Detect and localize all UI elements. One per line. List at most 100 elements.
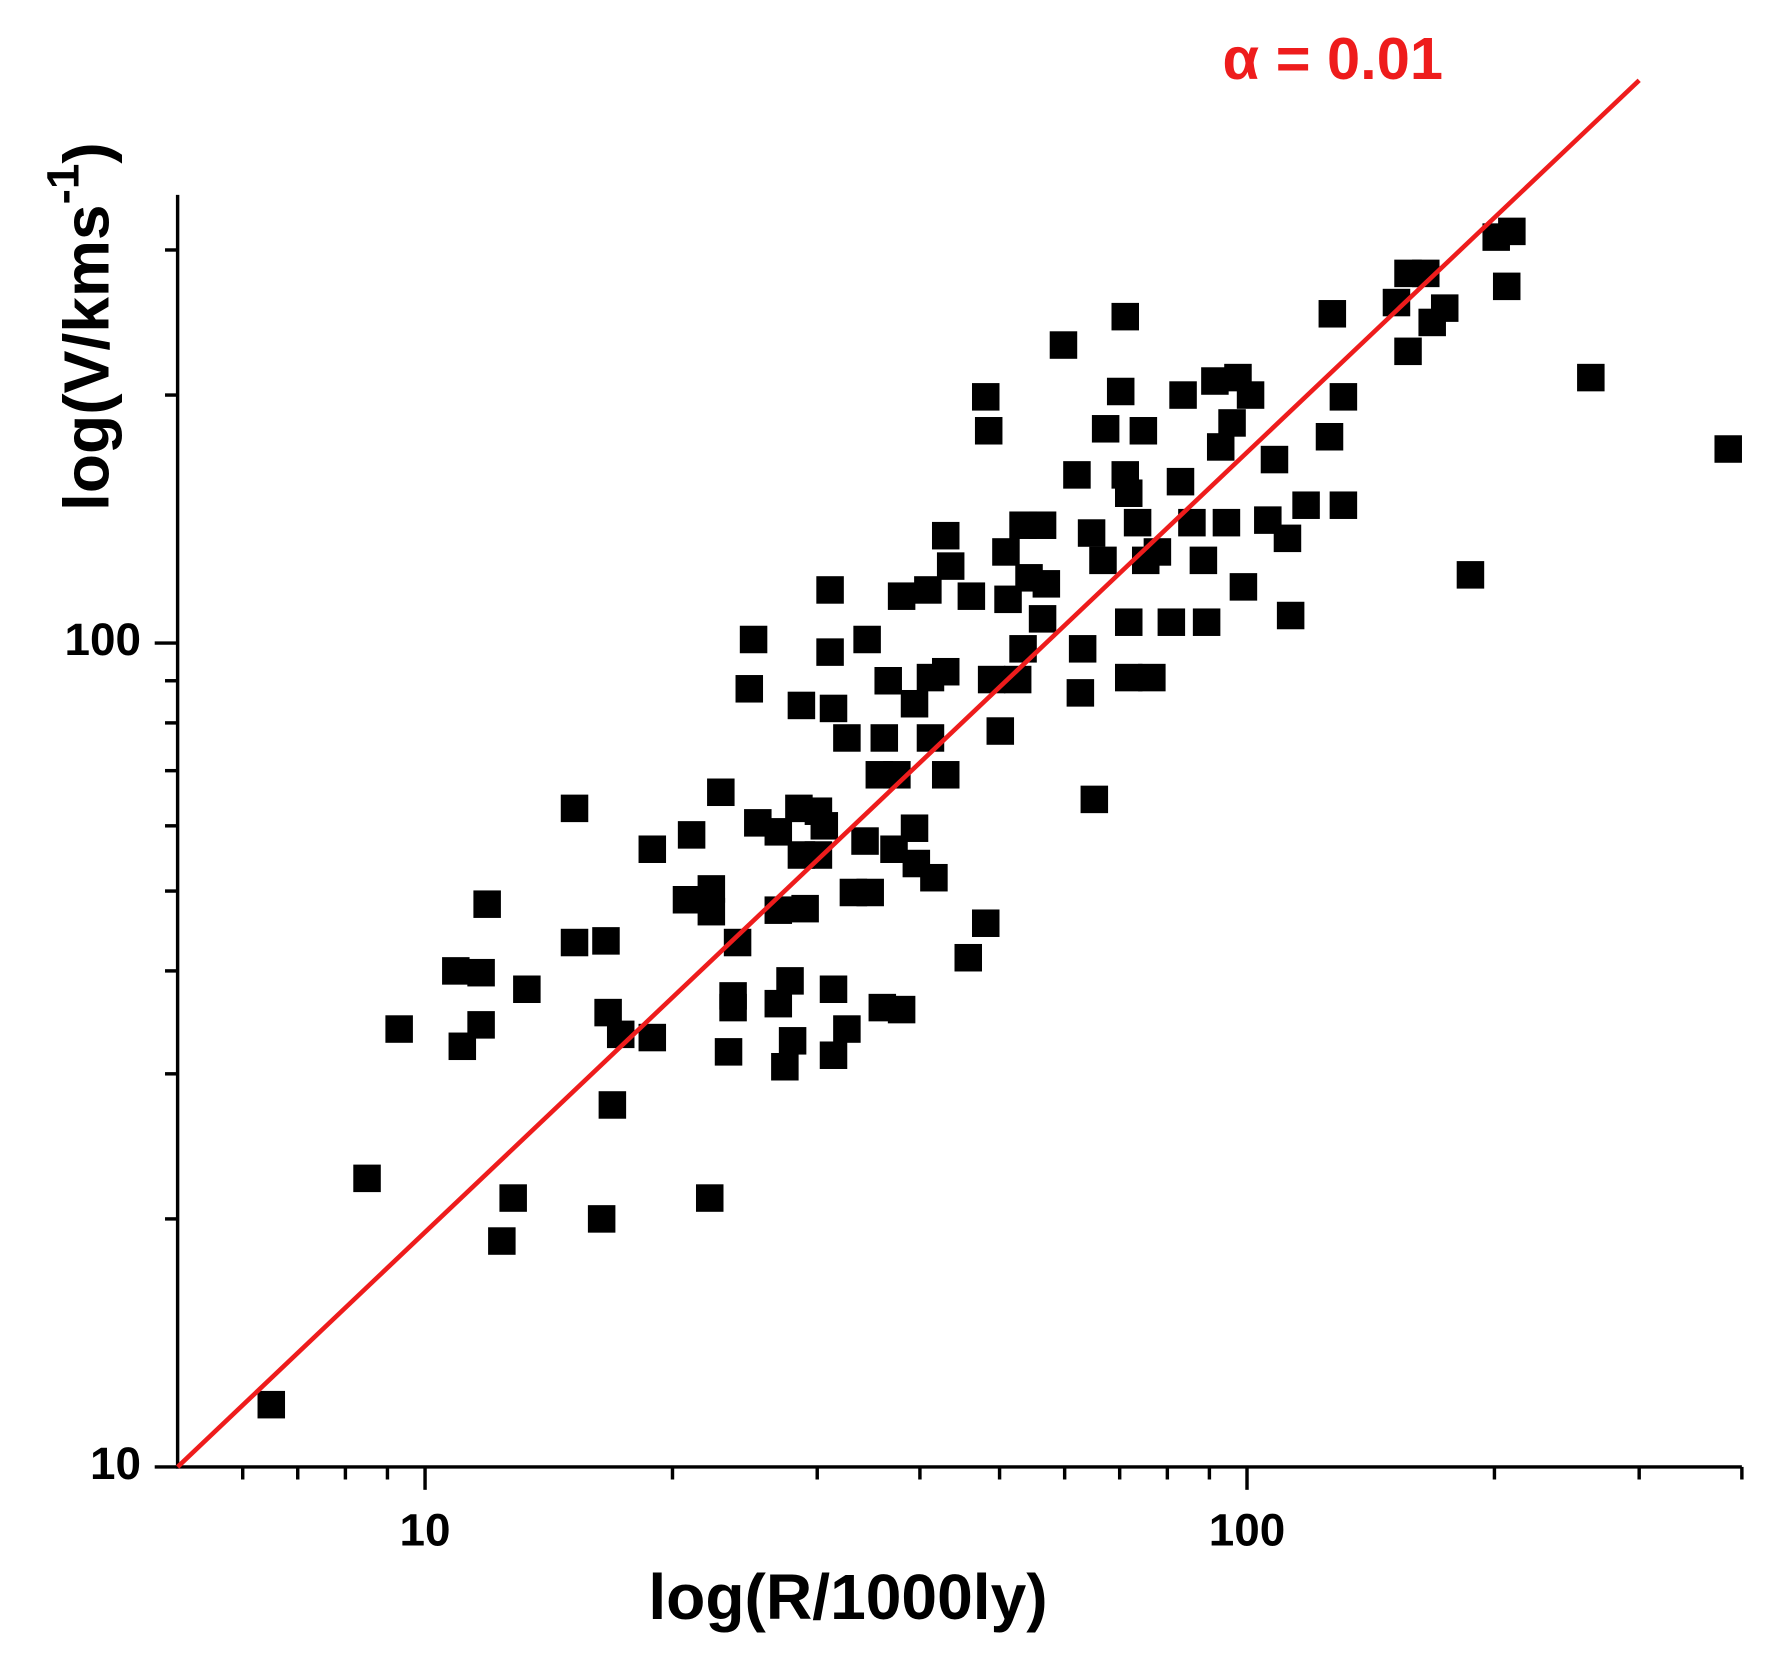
scatter-point	[1456, 561, 1485, 589]
scatter-point	[1129, 417, 1158, 445]
scatter-point	[719, 993, 747, 1022]
scatter-point	[764, 818, 793, 846]
scatter-point	[467, 958, 495, 987]
scatter-point	[1714, 435, 1742, 463]
scatter-point	[1192, 608, 1221, 636]
scatter-point	[1260, 445, 1289, 474]
scatter-point	[1138, 663, 1166, 692]
scatter-point	[771, 1052, 799, 1081]
scatter-point	[1236, 381, 1265, 409]
scatter-point	[931, 521, 960, 550]
scatter-point	[819, 694, 848, 723]
y-axis-label-superscript: -1	[38, 164, 89, 205]
scatter-point	[513, 975, 541, 1004]
scatter-point	[1068, 635, 1097, 663]
scatter-point	[804, 841, 833, 869]
scatter-point	[598, 1091, 627, 1119]
scatter-point	[778, 1027, 807, 1055]
x-axis-label: log(R/1000ly)	[648, 1561, 1047, 1633]
scatter-point	[1049, 331, 1078, 359]
scatter-point	[931, 657, 960, 686]
scatter-point	[819, 1041, 848, 1069]
scatter-point	[677, 821, 706, 849]
scatter-point	[735, 675, 764, 703]
scatter-point	[672, 885, 701, 914]
scatter-point	[1492, 272, 1521, 301]
scatter-point	[787, 691, 816, 720]
scatter-point	[887, 582, 916, 610]
scatter-point	[1114, 608, 1143, 636]
scatter-point	[1106, 377, 1135, 406]
scatter-point	[1080, 785, 1109, 814]
scatter-point	[257, 1390, 286, 1419]
scatter-point	[957, 582, 986, 610]
scatter-point	[1077, 519, 1106, 547]
scatter-point	[1229, 573, 1258, 601]
scatter-point	[810, 812, 839, 840]
scatter-point	[1430, 294, 1459, 322]
scatter-point	[874, 667, 902, 695]
scatter-point	[560, 928, 589, 957]
scatter-point	[1212, 508, 1241, 537]
scatter-point	[1111, 302, 1140, 331]
scatter-point	[467, 1011, 495, 1039]
scatter-point	[986, 717, 1015, 745]
scatter-point	[385, 1015, 413, 1043]
scatter-point	[914, 576, 942, 604]
scatter-point	[900, 814, 929, 842]
scatter-point	[833, 1015, 861, 1043]
scatter-point	[587, 1205, 616, 1233]
scatter-point	[1157, 608, 1186, 636]
scatter-point	[916, 724, 945, 752]
scatter-point	[1028, 605, 1057, 633]
y-axis-label-part: )	[51, 142, 123, 163]
scatter-point	[1315, 422, 1344, 451]
scatter-point	[1089, 546, 1117, 575]
scatter-point	[1066, 679, 1095, 707]
y-tick-label: 10	[90, 1438, 141, 1489]
y-axis-label: log(V/kms-1)	[38, 142, 123, 511]
scatter-point	[776, 967, 804, 995]
scatter-point	[971, 909, 1000, 937]
x-tick-label: 100	[1209, 1504, 1285, 1555]
scatter-point	[473, 890, 501, 918]
scatter-point	[499, 1184, 527, 1212]
scatter-point	[1189, 546, 1218, 575]
scatter-point	[791, 894, 819, 923]
scatter-point	[819, 975, 848, 1004]
scatter-point	[936, 552, 965, 580]
scatter-point	[1028, 511, 1057, 539]
scatter-point	[1273, 524, 1302, 553]
fit-label: α = 0.01	[1223, 25, 1443, 92]
scatter-point	[816, 638, 844, 666]
scatter-point	[1166, 467, 1195, 496]
scatter-point	[920, 863, 948, 892]
scatter-point	[870, 724, 899, 752]
scatter-point	[1329, 491, 1358, 519]
scatter-point	[1276, 601, 1305, 630]
fit-line	[176, 78, 1641, 1469]
scatter-point	[1032, 570, 1061, 598]
scatter-point	[592, 927, 620, 955]
scatter-point	[1292, 491, 1320, 519]
scatter-point	[1206, 433, 1235, 461]
scatter-point	[931, 761, 960, 789]
y-tick-label: 100	[64, 614, 140, 665]
scatter-point	[1123, 508, 1152, 537]
scatter-point	[1114, 479, 1143, 507]
scatter-point	[1218, 409, 1246, 437]
scatter-point	[1577, 363, 1605, 392]
scatter-point	[1063, 461, 1091, 489]
scatter-point	[764, 896, 793, 924]
scatter-point	[353, 1164, 381, 1193]
scatter-point	[977, 665, 1006, 694]
scatter-point	[1498, 217, 1526, 246]
scatter-point	[1091, 415, 1120, 443]
scatter-point	[695, 1184, 724, 1212]
scatter-point	[851, 827, 879, 855]
scatter-point	[954, 943, 983, 972]
scatter-point	[1169, 381, 1197, 409]
scatter-point	[697, 897, 726, 926]
